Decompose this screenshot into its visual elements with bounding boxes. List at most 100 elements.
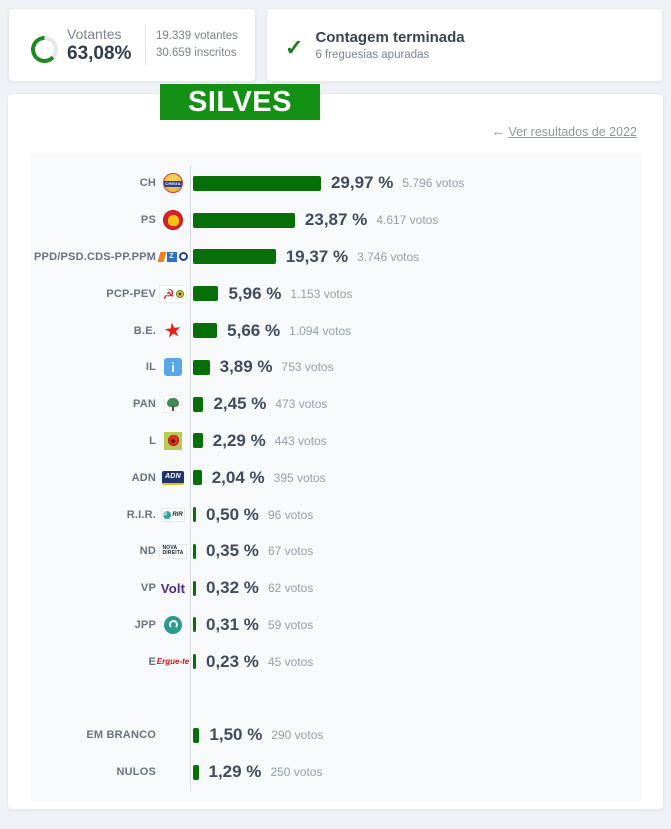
party-row: PCP-PEV ☭ 5,96 % 1.153 votos <box>31 275 642 313</box>
party-label: L <box>149 434 156 447</box>
party-row: IL i 3,89 % 753 votos <box>31 348 642 386</box>
bar-zone: 0,50 % 96 votos <box>190 496 642 533</box>
party-logo-icon: Volt <box>156 581 190 596</box>
percent-value: 29,97 % <box>330 173 394 193</box>
percent-value: 0,32 % <box>206 578 259 598</box>
percent-value: 3,89 % <box>219 357 273 377</box>
votes-value: 395 votos <box>273 470 326 485</box>
turnout-label: Votantes <box>67 25 122 42</box>
party-row: R.I.R. RIR 0,50 % 96 votos <box>31 496 642 533</box>
psd-cds-ppm-coalition-logos-icon: Z <box>157 251 188 262</box>
percent-value: 5,66 % <box>227 320 281 340</box>
votes-value: 473 votos <box>275 397 328 412</box>
bar-zone: 5,66 % 1.094 votos <box>190 312 642 349</box>
bar-zone: 5,96 % 1.153 votos <box>190 275 642 313</box>
party-logo-icon: NOVA DIREITA <box>156 543 190 559</box>
bar-zone: 2,45 % 473 votos <box>190 385 642 423</box>
result-bar <box>193 175 321 191</box>
votes-value: 5.796 votos <box>402 176 465 191</box>
results-card: ← Ver resultados de 2022 CH CHEGA 29,97 %… <box>7 93 664 810</box>
party-label: JPP <box>134 618 156 631</box>
percent-value: 0,31 % <box>206 614 259 634</box>
ergue-te-logo-icon: Ergue-te <box>156 657 190 667</box>
result-bar <box>193 359 210 375</box>
status-texts: Contagem terminada 6 freguesias apuradas <box>315 29 464 61</box>
result-bar <box>193 580 196 596</box>
previous-results-link-label: Ver resultados de 2022 <box>508 125 637 139</box>
party-logo-icon: ★ <box>156 318 190 342</box>
left-arrow-icon: ← <box>491 123 506 139</box>
result-bar <box>193 212 295 228</box>
livre-poppy-logo-icon <box>164 431 182 450</box>
party-label: E <box>148 655 156 668</box>
percent-value: 5,96 % <box>228 283 282 303</box>
result-bar <box>193 617 196 633</box>
votes-value: 250 votos <box>270 765 323 780</box>
votes-value: 4.617 votos <box>376 213 439 228</box>
votes-value: 45 votos <box>267 654 314 669</box>
il-logo-icon: i <box>164 358 182 377</box>
bar-zone: 1,29 % 250 votos <box>190 753 642 791</box>
party-label: ADN <box>131 471 156 484</box>
party-label: VP <box>140 582 156 595</box>
party-row: ADN ADN 2,04 % 395 votos <box>31 459 642 497</box>
votes-value: 290 votos <box>271 728 324 743</box>
party-label: ND <box>139 545 156 558</box>
party-logo-icon: CHEGA <box>156 173 190 194</box>
party-label: EM BRANCO <box>86 729 156 742</box>
previous-results-link[interactable]: ← Ver resultados de 2022 <box>491 123 637 139</box>
bar-zone: 0,31 % 59 votos <box>190 606 642 644</box>
result-bar <box>193 286 219 302</box>
result-bar <box>193 654 196 670</box>
party-label: PPD/PSD.CDS-PP.PPM <box>34 250 156 263</box>
pcp-pev-logo-icon: ☭ <box>159 284 187 303</box>
chega-logo-icon: CHEGA <box>163 173 183 194</box>
party-label: IL <box>145 361 156 374</box>
party-logo-icon: Ergue-te <box>156 657 190 666</box>
party-label: PCP-PEV <box>106 287 156 300</box>
result-bar <box>193 249 276 265</box>
percent-value: 1,50 % <box>209 725 263 745</box>
party-label: B.E. <box>133 324 156 337</box>
party-logo-icon: i <box>156 358 190 377</box>
party-logo-icon: RIR <box>156 507 190 522</box>
party-row: EM BRANCO 1,50 % 290 votos <box>31 716 642 754</box>
result-bar <box>193 396 204 412</box>
spacer-row <box>31 680 642 717</box>
party-row: B.E. ★ 5,66 % 1.094 votos <box>31 312 642 349</box>
party-label: R.I.R. <box>126 508 156 521</box>
bar-zone: 0,32 % 62 votos <box>190 569 642 607</box>
jpp-logo-icon <box>164 615 182 634</box>
percent-value: 0,23 % <box>206 651 259 671</box>
status-subtitle: 6 freguesias apuradas <box>315 49 430 61</box>
party-logo-icon <box>156 395 190 414</box>
party-row: PAN 2,45 % 473 votos <box>31 385 642 423</box>
percent-value: 0,50 % <box>206 504 259 524</box>
votes-value: 443 votos <box>274 433 327 448</box>
party-row: PPD/PSD.CDS-PP.PPM Z 19,37 % 3.746 votos <box>31 238 642 276</box>
result-bar <box>193 433 203 449</box>
nova-direita-logo-icon: NOVA DIREITA <box>159 543 187 559</box>
party-row: ND NOVA DIREITA 0,35 % 67 votos <box>31 532 642 570</box>
votes-value: 753 votos <box>281 360 334 375</box>
turnout-progress-ring-icon <box>31 35 58 63</box>
bar-zone: 29,97 % 5.796 votos <box>190 165 642 202</box>
rir-logo-icon: RIR <box>161 507 185 522</box>
percent-value: 2,29 % <box>212 430 266 450</box>
divider <box>145 25 146 65</box>
bar-zone <box>190 680 642 717</box>
pan-tree-logo-icon <box>164 395 182 414</box>
party-row: NULOS 1,29 % 250 votos <box>31 753 642 791</box>
bar-zone: 0,35 % 67 votos <box>190 532 642 570</box>
votes-value: 1.094 votos <box>289 323 352 338</box>
party-logo-icon <box>156 210 190 231</box>
count-status-card: ✓ Contagem terminada 6 freguesias apurad… <box>266 8 663 82</box>
bar-zone: 3,89 % 753 votos <box>190 348 642 386</box>
municipality-title: SILVES <box>160 84 320 120</box>
volt-logo-icon: Volt <box>160 580 186 596</box>
result-bar <box>193 543 196 559</box>
bar-zone: 19,37 % 3.746 votos <box>190 238 642 276</box>
result-bar <box>193 470 202 486</box>
adn-logo-icon: ADN <box>162 470 184 485</box>
bar-zone: 23,87 % 4.617 votos <box>190 201 642 239</box>
